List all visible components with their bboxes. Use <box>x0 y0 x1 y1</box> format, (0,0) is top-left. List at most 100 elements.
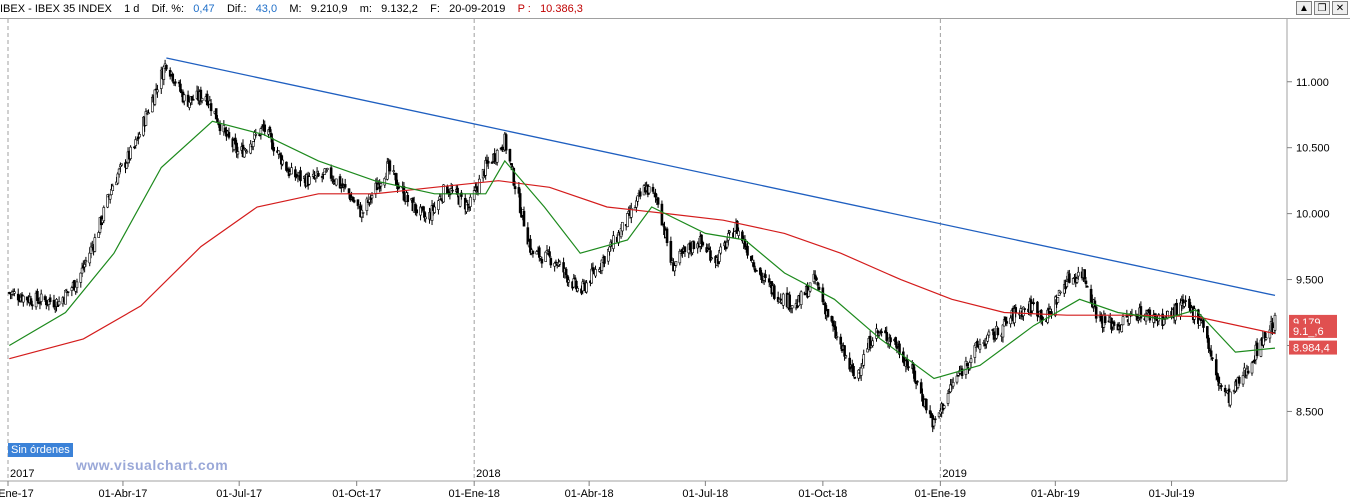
candle-body <box>209 103 213 112</box>
candle-body <box>251 141 255 147</box>
candle-body <box>1166 311 1170 318</box>
candle-body <box>508 149 512 162</box>
candle-body <box>839 336 843 345</box>
candle-body <box>946 393 950 404</box>
candle-body <box>773 285 776 299</box>
candle-body <box>504 134 508 151</box>
candle-body <box>564 268 568 276</box>
close-icon[interactable]: ✕ <box>1332 1 1348 15</box>
candle-body <box>406 195 410 202</box>
x-tick-label: 01-Oct-17 <box>332 488 381 500</box>
candle-body <box>673 265 677 272</box>
candle-body <box>144 111 148 126</box>
status-badge: Sin órdenes <box>8 443 73 457</box>
x-tick-label: 01-Ene-17 <box>0 488 34 500</box>
candle-body <box>308 176 311 185</box>
candle-body <box>159 69 163 89</box>
candle-body <box>129 146 132 159</box>
candle-body <box>272 147 275 152</box>
candle-body <box>102 207 106 222</box>
candle-body <box>106 194 109 208</box>
candle-body <box>996 327 1000 336</box>
y-axis-area <box>1287 19 1350 502</box>
candle-body <box>638 191 642 197</box>
candle-body <box>629 208 633 218</box>
candle-body <box>925 398 928 411</box>
candle-body <box>683 246 687 253</box>
plot-area <box>0 19 1287 502</box>
candle-body <box>1056 297 1060 303</box>
candle-body <box>66 291 70 293</box>
candle-body <box>182 94 186 102</box>
trendline <box>166 57 1276 297</box>
candle-body <box>743 239 747 248</box>
candle-body <box>969 358 973 363</box>
candle-body <box>1199 318 1203 321</box>
candle-body <box>790 305 794 309</box>
candle-body <box>1077 271 1080 277</box>
dif-pct-label: Dif. %: <box>151 3 185 15</box>
candle-body <box>549 258 553 266</box>
date-value: 20-09-2019 <box>449 3 506 15</box>
candle-body <box>509 163 513 166</box>
candle-body <box>905 359 909 366</box>
x-tick-label: 01-Abr-17 <box>98 488 147 500</box>
price-label-text: 9.1_,6 <box>1293 326 1324 338</box>
candle-body <box>79 272 83 283</box>
candle-body <box>83 264 86 268</box>
candle-body <box>1209 350 1213 357</box>
candle-body <box>539 256 542 259</box>
candle-body <box>512 167 516 186</box>
year-label: 2019 <box>942 468 966 480</box>
candle-body <box>853 376 857 379</box>
candle-body <box>788 294 791 310</box>
candle-body <box>495 149 499 163</box>
candle-body <box>707 247 711 251</box>
candle-body <box>821 287 825 303</box>
candle-body <box>567 279 570 283</box>
candle-body <box>942 405 946 409</box>
candle-body <box>433 206 436 213</box>
candle-body <box>857 369 860 379</box>
candle-body <box>179 83 182 92</box>
candle-body <box>116 173 120 184</box>
candle-body <box>278 153 282 155</box>
candle-body <box>1075 278 1079 283</box>
scroll-up-icon[interactable]: ▲ <box>1296 1 1312 15</box>
candle-body <box>13 291 16 294</box>
candle-body <box>43 296 47 301</box>
candle-body <box>249 143 252 154</box>
candle-body <box>933 418 937 421</box>
candle-body <box>1207 337 1210 349</box>
candle-body <box>394 173 398 186</box>
candle-body <box>1009 317 1012 325</box>
candle-body <box>1128 315 1131 324</box>
candle-body <box>75 281 79 289</box>
candle-body <box>647 186 651 194</box>
min-label: m: <box>359 3 372 15</box>
candle-body <box>815 277 818 281</box>
symbol-title: IBEX - IBEX 35 INDEX <box>0 3 112 15</box>
candle-body <box>467 206 471 209</box>
candle-body <box>133 146 136 149</box>
candle-body <box>48 297 52 303</box>
candle-body <box>877 333 881 336</box>
candle-body <box>576 287 579 292</box>
candle-body <box>486 160 490 164</box>
y-tick-label: 10.500 <box>1296 143 1330 155</box>
candle-body <box>500 146 504 150</box>
candle-body <box>1139 306 1143 319</box>
candle-body <box>1193 308 1196 320</box>
candle-body <box>1162 319 1166 325</box>
candle-body <box>674 261 678 266</box>
candle-body <box>709 250 712 261</box>
candle-body <box>439 198 443 200</box>
candle-body <box>343 184 347 188</box>
restore-icon[interactable]: ❐ <box>1314 1 1330 15</box>
candle-body <box>859 367 863 376</box>
candle-body <box>522 210 526 227</box>
candle-body <box>598 269 601 272</box>
candle-body <box>1211 357 1214 360</box>
